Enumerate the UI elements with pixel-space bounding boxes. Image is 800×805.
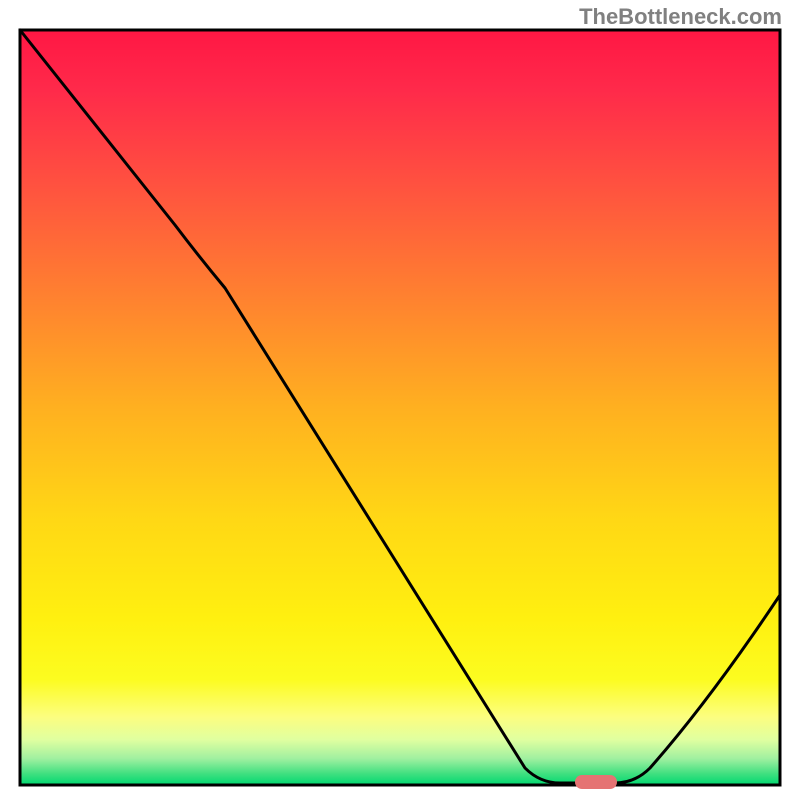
optimal-marker [575,775,617,789]
bottleneck-chart [0,0,800,800]
watermark-text: TheBottleneck.com [579,4,782,30]
chart-svg [0,0,800,800]
plot-background [20,30,780,785]
